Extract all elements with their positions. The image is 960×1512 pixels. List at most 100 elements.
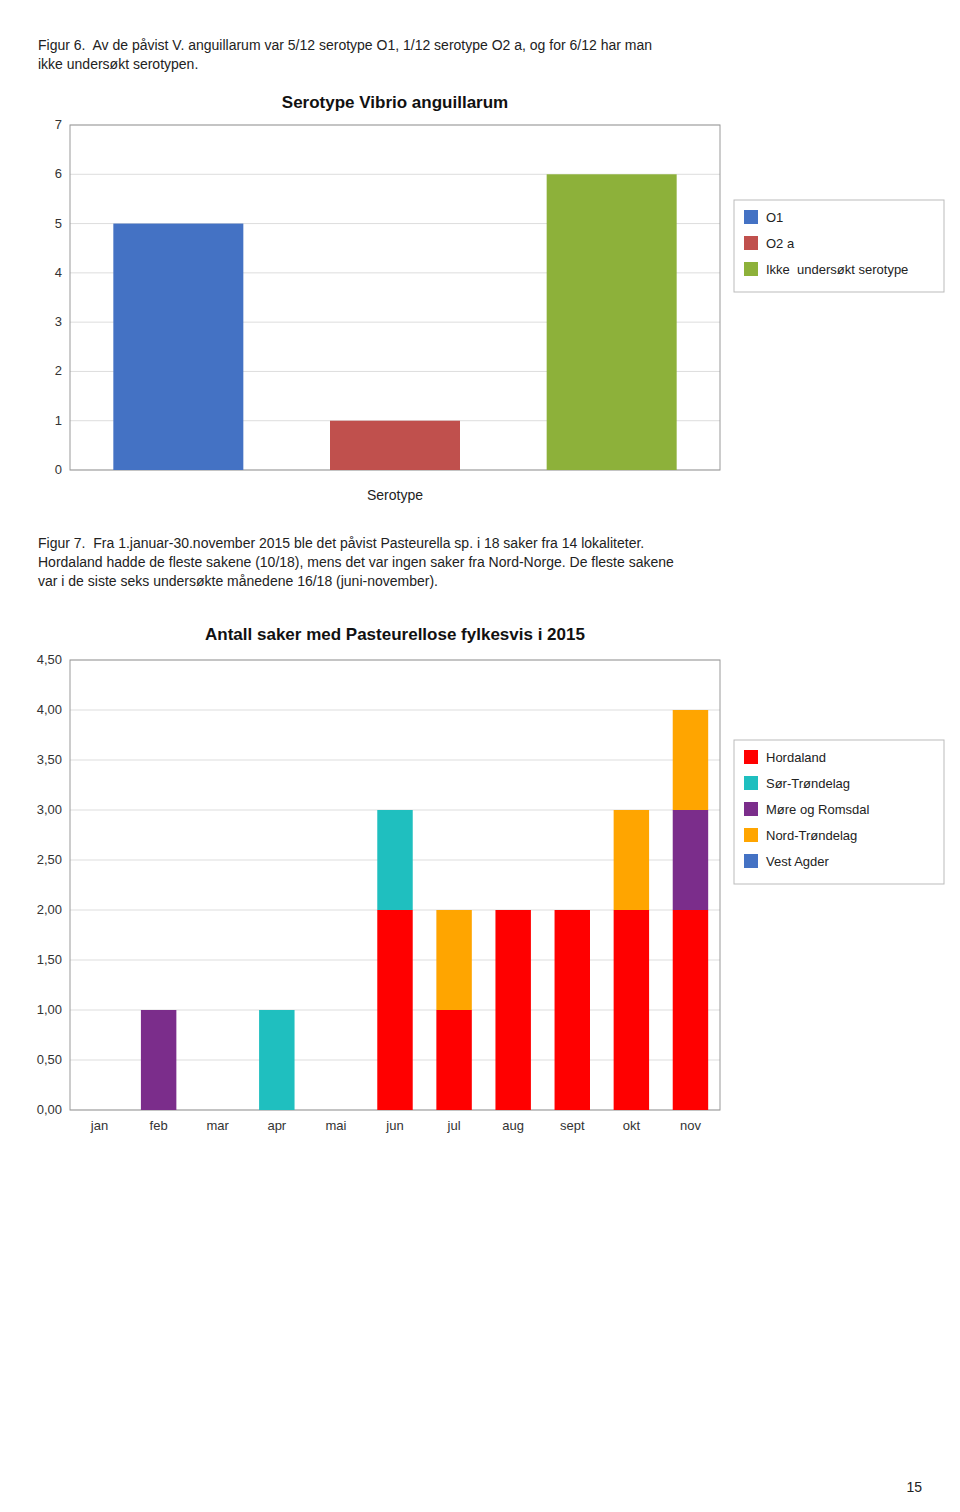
y-tick-label: 3 <box>55 314 62 329</box>
grid-line <box>70 710 720 711</box>
bar-segment <box>82 1110 117 1111</box>
chart-title: Serotype Vibrio anguillarum <box>282 93 508 112</box>
bar-segment <box>555 910 590 911</box>
y-tick-label: 4,00 <box>37 702 62 717</box>
bar-segment <box>495 910 530 1110</box>
x-tick-label: nov <box>680 1118 701 1133</box>
x-tick-label: jun <box>385 1118 403 1133</box>
x-tick-label: jan <box>90 1118 108 1133</box>
bar-segment <box>259 1010 294 1011</box>
caption: Figur 7. Fra 1.januar-30.november 2015 b… <box>38 535 644 551</box>
x-tick-label: sept <box>560 1118 585 1133</box>
legend-swatch <box>744 210 758 224</box>
bar-segment <box>377 810 412 910</box>
bar-segment <box>377 810 412 811</box>
chart: Figur 7. Fra 1.januar-30.november 2015 b… <box>37 535 944 1133</box>
legend-label: Vest Agder <box>766 854 830 869</box>
caption: var i de siste seks undersøkte månedene … <box>38 573 438 589</box>
legend-swatch <box>744 854 758 868</box>
bar-segment <box>495 910 530 911</box>
bar-segment <box>200 1110 235 1111</box>
caption: ikke undersøkt serotypen. <box>38 56 198 72</box>
x-axis-label: Serotype <box>367 487 423 503</box>
y-tick-label: 0,50 <box>37 1052 62 1067</box>
y-tick-label: 5 <box>55 216 62 231</box>
bar-segment <box>318 1110 353 1111</box>
legend-swatch <box>744 262 758 276</box>
y-tick-label: 4,50 <box>37 652 62 667</box>
bar-segment <box>318 1110 353 1111</box>
bar-segment <box>555 910 590 911</box>
y-tick-label: 1,50 <box>37 952 62 967</box>
background <box>0 0 960 1512</box>
legend-swatch <box>744 802 758 816</box>
y-tick-label: 0 <box>55 462 62 477</box>
y-tick-label: 2,00 <box>37 902 62 917</box>
x-tick-label: mar <box>207 1118 230 1133</box>
bar-segment <box>200 1110 235 1111</box>
bar-segment <box>377 910 412 1110</box>
bar-segment <box>555 910 590 911</box>
plot-frame <box>70 125 720 470</box>
bar-segment <box>200 1110 235 1111</box>
bar-segment <box>141 1010 176 1011</box>
x-tick-label: aug <box>502 1118 524 1133</box>
legend-label: Møre og Romsdal <box>766 802 869 817</box>
bar-segment <box>141 1010 176 1110</box>
y-tick-label: 1,00 <box>37 1002 62 1017</box>
bar-segment <box>259 1010 294 1011</box>
y-tick-label: 0,00 <box>37 1102 62 1117</box>
y-tick-label: 2 <box>55 363 62 378</box>
bar-segment <box>82 1110 117 1111</box>
bar <box>330 421 460 470</box>
legend-label: Ikke undersøkt serotype <box>766 262 908 277</box>
bar-segment <box>318 1110 353 1111</box>
y-tick-label: 3,00 <box>37 802 62 817</box>
x-tick-label: feb <box>150 1118 168 1133</box>
y-tick-label: 3,50 <box>37 752 62 767</box>
bar <box>113 224 243 470</box>
bar-segment <box>377 810 412 811</box>
y-tick-label: 6 <box>55 166 62 181</box>
legend-swatch <box>744 776 758 790</box>
x-tick-label: mai <box>325 1118 346 1133</box>
bar-segment <box>318 1110 353 1111</box>
legend-swatch <box>744 750 758 764</box>
y-tick-label: 1 <box>55 413 62 428</box>
caption: Figur 6. Av de påvist V. anguillarum var… <box>38 37 652 53</box>
legend-label: Sør-Trøndelag <box>766 776 850 791</box>
legend-label: O2 a <box>766 236 795 251</box>
bar-segment <box>555 910 590 1110</box>
bar-segment <box>495 910 530 911</box>
bar-segment <box>436 910 471 1010</box>
legend-box <box>734 200 944 292</box>
bar-segment <box>318 1110 353 1111</box>
bar-segment <box>614 810 649 910</box>
page-number: 15 <box>906 1479 922 1495</box>
bar-segment <box>200 1110 235 1111</box>
bar-segment <box>259 1010 294 1110</box>
legend-label: O1 <box>766 210 783 225</box>
bar-segment <box>673 710 708 711</box>
bar-segment <box>82 1110 117 1111</box>
legend-swatch <box>744 236 758 250</box>
bar-segment <box>377 810 412 811</box>
chart-title: Antall saker med Pasteurellose fylkesvis… <box>205 625 585 644</box>
legend-label: Hordaland <box>766 750 826 765</box>
legend-label: Nord-Trøndelag <box>766 828 857 843</box>
bar <box>547 174 677 470</box>
legend-box <box>734 740 944 884</box>
legend: Hordaland Sør-Trøndelag Møre og Romsdal Nor… <box>734 740 944 884</box>
bar-segment <box>436 1010 471 1110</box>
y-tick-label: 7 <box>55 117 62 132</box>
legend-swatch <box>744 828 758 842</box>
bar-segment <box>141 1010 176 1011</box>
bar-segment <box>200 1110 235 1111</box>
chart: Figur 6. Av de påvist V. anguillarum var… <box>38 37 944 503</box>
bar-segment <box>614 810 649 811</box>
bar-segment <box>673 810 708 910</box>
bar-segment <box>82 1110 117 1111</box>
bar-segment <box>614 910 649 1110</box>
bar-segment <box>82 1110 117 1111</box>
plot-frame <box>70 660 720 1110</box>
